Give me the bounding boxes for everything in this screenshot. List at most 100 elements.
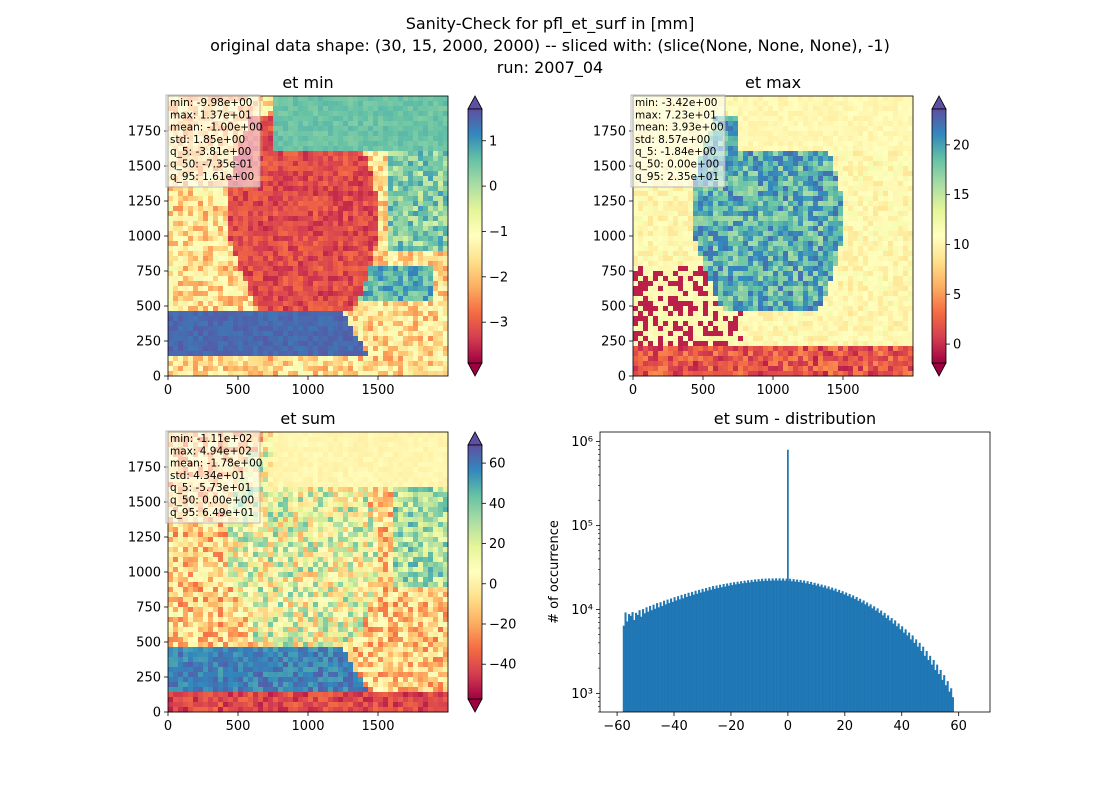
histogram-bar [682,598,685,712]
histogram-bar [792,579,795,712]
histogram-bar [699,592,702,712]
histogram-bar [659,602,662,712]
stats-line: mean: -1.78e+00 [170,458,262,470]
histogram-bar [922,646,925,712]
histogram-bar [726,583,729,712]
colorbar-tick-label: −3 [489,316,508,331]
histogram-bar [710,589,713,712]
histogram-bar [761,578,764,712]
histogram-bar [740,581,743,712]
histogram-bar [918,642,921,712]
colorbar-tick-label: −20 [489,617,516,632]
histogram-bar [834,588,837,712]
histogram-bar [734,584,737,712]
histogram-bar [876,608,879,712]
histogram-bar [715,585,718,712]
histogram-bar [832,590,835,712]
histogram-bar [712,586,715,712]
histogram-bar [720,587,723,712]
y-tick-label: 1500 [128,160,161,175]
x-tick-label: 0 [784,719,792,734]
histogram-bar [946,681,949,712]
histogram-bar [729,582,732,712]
histogram-bar [649,605,652,712]
histogram-bar [930,664,933,712]
suptitle-line-2: original data shape: (30, 15, 2000, 2000… [210,36,890,55]
histogram-bar [934,669,937,712]
y-tick-label: 250 [136,335,161,350]
histogram-bar [937,674,940,712]
histogram-bar [852,595,855,712]
histogram-bar [906,635,909,712]
colorbar-tick-label: 60 [489,457,506,472]
histogram-bar [808,583,811,712]
stats-line: mean: -1.00e+00 [170,122,262,134]
histogram-bar [769,580,772,712]
histogram-bar [797,582,800,712]
histogram-bar [857,600,860,712]
stats-line: q_95: 1.61e+00 [170,171,254,183]
histogram-bar [820,584,823,712]
histogram-bar [951,697,954,712]
histogram-bar [873,606,876,712]
histogram-bar [801,582,804,712]
histogram-bar [748,582,751,712]
histogram-bars [622,449,954,712]
x-tick-label: 1500 [826,383,859,398]
histogram-bar [624,612,627,712]
histogram-bar [813,582,816,712]
histogram-bar [888,620,891,712]
panel-et-min: et min 0 500 1000 1500 0 250 500 750 1000 1250 1500… [128,73,508,398]
histogram-bar [722,583,725,712]
histogram-bar [717,588,720,712]
histogram-bar [902,632,905,712]
stats-line: max: 4.94e+02 [170,445,252,457]
histogram-bar [927,659,930,712]
histogram-bar [901,626,904,712]
histogram-bar [773,580,776,712]
histogram-bar [747,580,750,712]
histogram-bar [850,597,853,712]
histogram-bar [799,580,802,712]
histogram-bar [629,615,632,712]
stats-box [630,94,726,188]
histogram-bar [677,596,680,712]
y-tick-label: 250 [136,671,161,686]
histogram-bar [631,612,634,712]
colorbar-tick-label: 0 [489,180,497,195]
axis-title: et sum [280,409,335,428]
histogram-bar [656,603,659,712]
histogram-bar [759,581,762,712]
histogram-bar [719,584,722,712]
histogram-bar [766,580,769,712]
histogram-bar [757,579,760,712]
histogram-bar [708,587,711,712]
histogram-bar [836,591,839,712]
histogram-bar [783,580,786,712]
colorbar-tick-label: 1 [489,134,497,149]
y-tick-label: 1000 [128,230,161,245]
histogram-bar [859,598,862,712]
histogram-bar [768,578,771,712]
colorbar-tick-label: 10 [953,238,970,253]
histogram-bar [948,691,951,712]
histogram-bar [738,583,741,712]
y-tick-label: 10⁶ [571,435,593,450]
histogram-bar [689,595,692,712]
y-tick-label: 1250 [128,195,161,210]
histogram-bar [698,589,701,712]
stats-line: q_5: -5.73e+01 [170,482,251,494]
stats-line: min: -3.42e+00 [635,97,717,109]
panel-et-max: et max 0 500 1000 1500 0 250 500 750 1000 1250 1500… [593,73,970,398]
histogram-bar [764,578,767,712]
histogram-bar [762,581,765,712]
histogram-bar [939,669,942,712]
colorbar-tick-label: 5 [953,288,961,303]
panel-et-sum-distribution: et sum - distribution −60 −40 −20 0 20 40 60 10³… [547,409,991,734]
histogram-bar [806,581,809,712]
histogram-bar [671,601,674,712]
histogram-bar [750,579,753,712]
stats-box [165,430,261,524]
x-tick-label: 1000 [291,383,324,398]
